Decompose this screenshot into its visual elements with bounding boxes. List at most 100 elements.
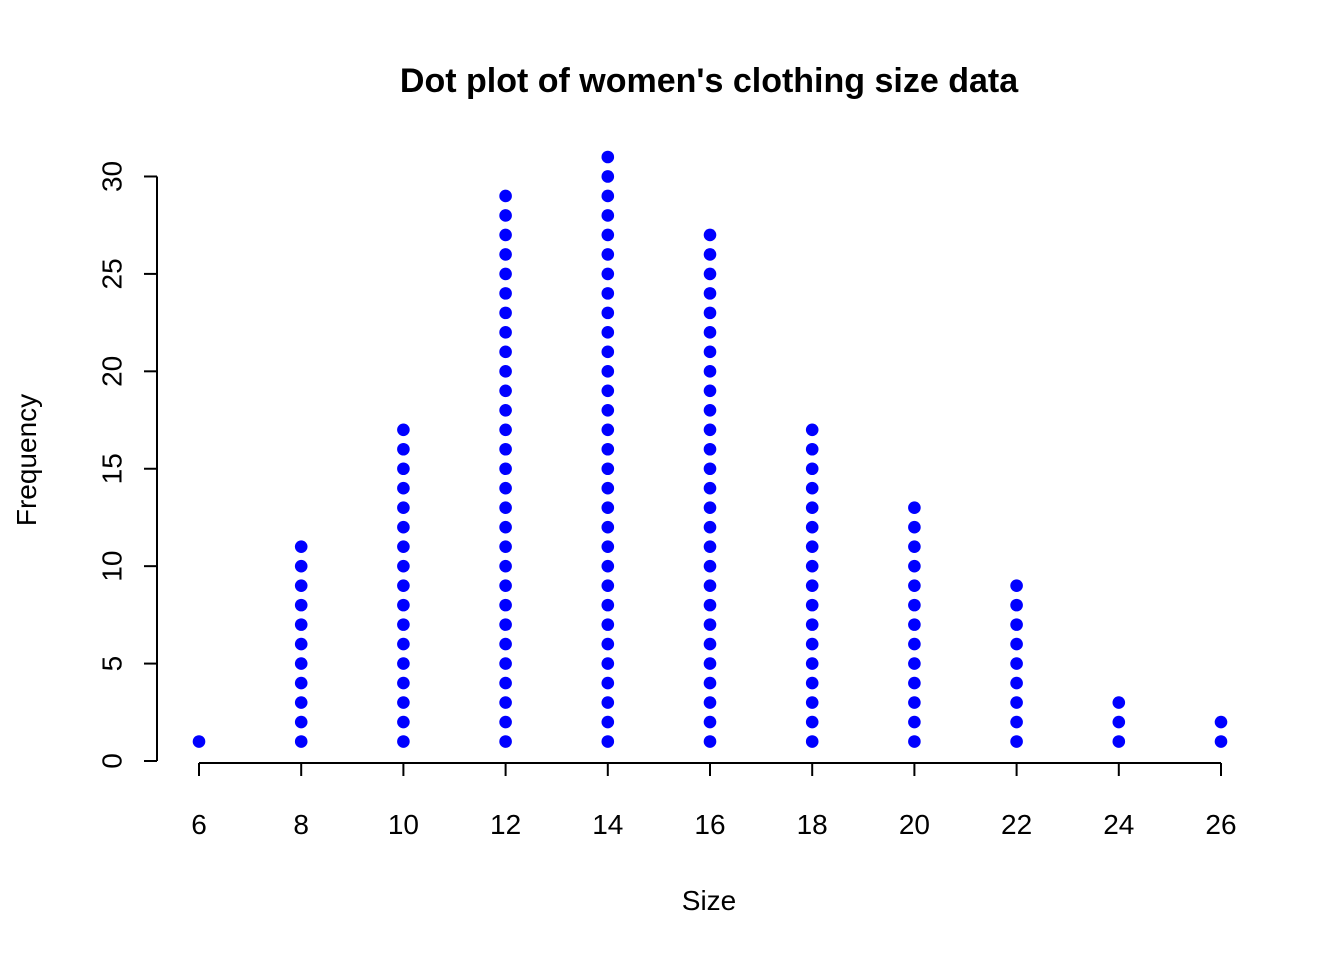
data-point <box>703 481 717 495</box>
data-point <box>601 462 615 476</box>
data-point <box>703 715 717 729</box>
data-point <box>703 579 717 592</box>
x-tick-label: 26 <box>1205 809 1236 840</box>
data-point <box>908 501 921 515</box>
x-axis-label: Size <box>682 885 736 916</box>
data-point <box>805 442 819 456</box>
data-point <box>703 462 717 476</box>
x-axis: 6 8 10 12 14 16 18 20 22 24 26 <box>191 762 1237 840</box>
data-point <box>805 637 819 651</box>
data-point <box>397 676 410 690</box>
data-point <box>805 423 819 437</box>
y-tick-label: 30 <box>97 161 128 192</box>
data-point <box>499 501 512 515</box>
data-point <box>703 559 717 573</box>
data-point <box>601 481 615 495</box>
data-point <box>1214 715 1228 729</box>
data-point <box>294 715 308 729</box>
data-point <box>908 540 921 553</box>
dot-series <box>192 150 1228 748</box>
data-point <box>294 618 308 631</box>
data-point <box>397 423 410 437</box>
data-point <box>601 657 615 670</box>
data-point <box>601 696 615 709</box>
data-point <box>397 579 410 592</box>
data-point <box>499 287 512 300</box>
data-point <box>703 306 717 320</box>
data-point <box>499 462 512 476</box>
data-point <box>499 442 512 456</box>
data-point <box>499 715 512 729</box>
data-point <box>703 618 717 631</box>
data-point <box>805 481 819 495</box>
data-point <box>805 598 819 612</box>
data-point <box>1010 735 1023 748</box>
data-point <box>703 423 717 437</box>
data-point <box>703 228 717 242</box>
data-point <box>805 618 819 631</box>
data-point <box>1010 696 1023 709</box>
data-point <box>499 735 512 748</box>
data-point <box>294 735 308 748</box>
data-point <box>805 579 819 592</box>
data-point <box>805 696 819 709</box>
data-point <box>1010 657 1023 670</box>
data-point <box>908 598 921 612</box>
data-point <box>601 520 615 534</box>
data-point <box>908 579 921 592</box>
data-point <box>294 637 308 651</box>
data-point <box>908 696 921 709</box>
data-point <box>499 540 512 553</box>
data-point <box>601 306 615 320</box>
data-point <box>703 735 717 748</box>
data-point <box>601 189 615 203</box>
y-tick-label: 15 <box>97 453 128 484</box>
y-tick-label: 25 <box>97 258 128 289</box>
data-point <box>601 150 615 164</box>
data-point <box>601 715 615 729</box>
data-point <box>601 384 615 398</box>
data-point <box>499 423 512 437</box>
data-point <box>703 676 717 690</box>
data-point <box>703 403 717 417</box>
data-point <box>499 267 512 281</box>
data-point <box>397 481 410 495</box>
x-tick-label: 20 <box>899 809 930 840</box>
data-point <box>805 657 819 670</box>
data-point <box>499 209 512 222</box>
x-tick-label: 18 <box>797 809 828 840</box>
x-tick-label: 14 <box>592 809 623 840</box>
data-point <box>601 345 615 359</box>
data-point <box>805 540 819 553</box>
data-point <box>1010 579 1023 592</box>
data-point <box>601 267 615 281</box>
data-point <box>499 696 512 709</box>
data-point <box>499 579 512 592</box>
data-point <box>805 462 819 476</box>
data-point <box>601 365 615 378</box>
data-point <box>908 715 921 729</box>
data-point <box>499 481 512 495</box>
data-point <box>703 501 717 515</box>
data-point <box>703 248 717 261</box>
data-point <box>703 384 717 398</box>
data-point <box>1010 598 1023 612</box>
y-tick-label: 20 <box>97 356 128 387</box>
data-point <box>499 520 512 534</box>
data-point <box>601 676 615 690</box>
data-point <box>908 735 921 748</box>
data-point <box>1010 618 1023 631</box>
x-tick-label: 16 <box>694 809 725 840</box>
data-point <box>397 442 410 456</box>
data-point <box>703 520 717 534</box>
data-point <box>499 559 512 573</box>
data-point <box>601 209 615 222</box>
data-point <box>908 559 921 573</box>
data-point <box>601 326 615 339</box>
data-point <box>703 637 717 651</box>
data-point <box>601 540 615 553</box>
data-point <box>397 618 410 631</box>
data-point <box>601 598 615 612</box>
data-point <box>601 403 615 417</box>
